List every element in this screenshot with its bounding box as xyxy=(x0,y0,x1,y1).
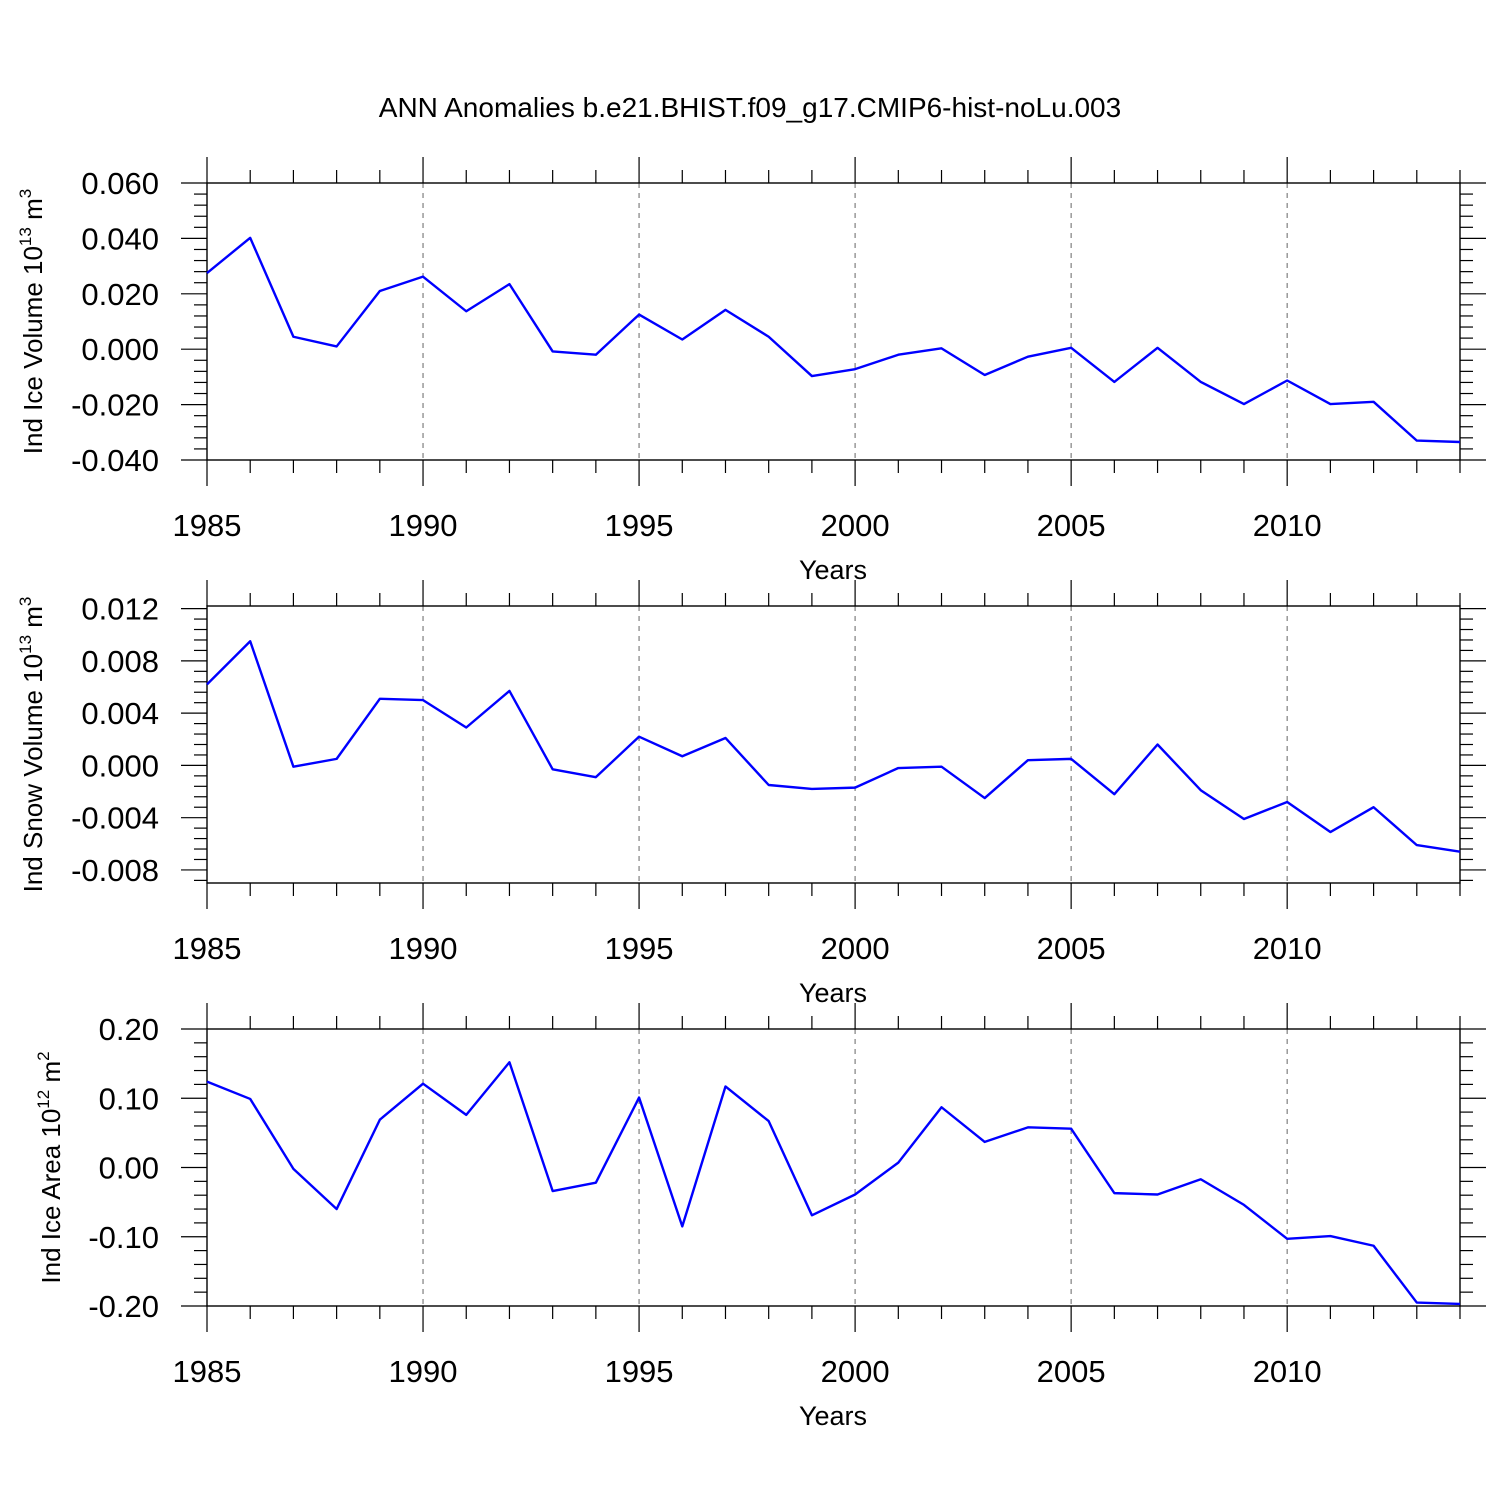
x-tick-label: 2005 xyxy=(1037,508,1106,543)
x-tick-label: 2005 xyxy=(1037,931,1106,966)
x-tick-label: 1995 xyxy=(605,931,674,966)
x-tick-label: 1990 xyxy=(389,508,458,543)
y-tick-label: -0.20 xyxy=(88,1289,159,1324)
plot-frame xyxy=(206,1028,1461,1307)
x-tick-label: 1990 xyxy=(389,931,458,966)
y-tick-label: -0.020 xyxy=(71,388,159,423)
y-tick-label: 0.060 xyxy=(81,166,159,201)
x-tick-label: 2000 xyxy=(821,1354,890,1389)
x-tick-label: 2010 xyxy=(1253,1354,1322,1389)
x-tick-label: 2010 xyxy=(1253,508,1322,543)
panel-1: -0.040 -0.020 0.000 0.020 0.040 0.060 1985 1990… xyxy=(16,157,1486,585)
series-line xyxy=(206,1061,1461,1306)
y-tick-label: -0.004 xyxy=(71,801,159,836)
y-tick-label: 0.00 xyxy=(99,1151,159,1186)
x-tick-label: 2010 xyxy=(1253,931,1322,966)
y-tick-label: 0.040 xyxy=(81,221,159,256)
y-tick-label: 0.20 xyxy=(99,1012,159,1047)
y-tick-label: 0.10 xyxy=(99,1081,159,1116)
y-tick-label: -0.008 xyxy=(71,853,159,888)
x-tick-label: 1995 xyxy=(605,508,674,543)
y-axis-label: Ind Ice Volume 1013 m3 xyxy=(16,189,48,454)
x-tick-label: 1995 xyxy=(605,1354,674,1389)
x-tick-label: 1990 xyxy=(389,1354,458,1389)
y-tick-label: 0.000 xyxy=(81,332,159,367)
x-axis-label: Years xyxy=(799,555,867,585)
x-tick-label: 2005 xyxy=(1037,1354,1106,1389)
y-tick-label: -0.040 xyxy=(71,443,159,478)
chart-title: ANN Anomalies b.e21.BHIST.f09_g17.CMIP6-… xyxy=(378,92,1122,123)
plot-frame xyxy=(206,605,1461,884)
series-line xyxy=(206,640,1461,853)
x-tick-label: 2000 xyxy=(821,508,890,543)
y-tick-label: 0.012 xyxy=(81,592,159,627)
y-tick-label: 0.004 xyxy=(81,696,159,731)
panel-2: -0.008 -0.004 0.000 0.004 0.008 0.012 1985 1990… xyxy=(16,580,1486,1008)
y-tick-label: -0.10 xyxy=(88,1220,159,1255)
x-tick-label: 2000 xyxy=(821,931,890,966)
x-axis-label: Years xyxy=(799,978,867,1008)
x-axis-label: Years xyxy=(799,1401,867,1431)
series-line xyxy=(206,236,1461,444)
y-axis-label: Ind Snow Volume 1013 m3 xyxy=(16,597,48,893)
y-axis-label: Ind Ice Area 1012 m2 xyxy=(34,1051,66,1283)
y-tick-label: 0.000 xyxy=(81,748,159,783)
panel-3: -0.20 -0.10 0.00 0.10 0.20 1985 1990 1995 2000 20… xyxy=(34,1003,1486,1431)
x-tick-label: 1985 xyxy=(173,508,242,543)
y-tick-label: 0.020 xyxy=(81,277,159,312)
y-tick-label: 0.008 xyxy=(81,644,159,679)
x-tick-label: 1985 xyxy=(173,931,242,966)
plot-frame xyxy=(206,182,1461,461)
x-tick-label: 1985 xyxy=(173,1354,242,1389)
